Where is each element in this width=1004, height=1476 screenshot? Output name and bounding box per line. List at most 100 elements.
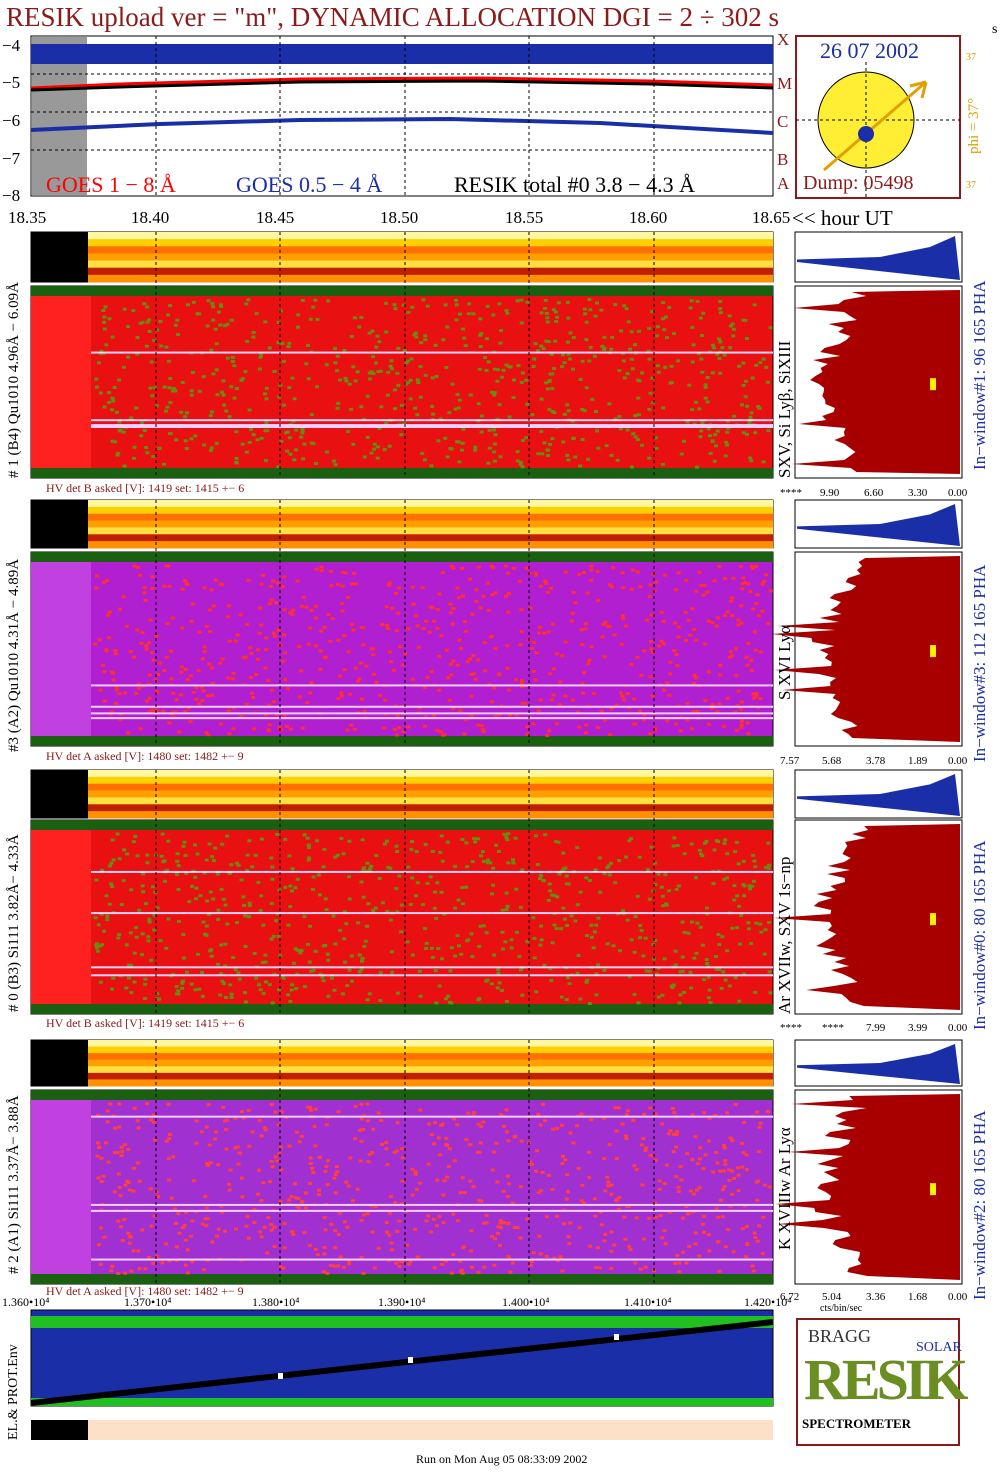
heatmap-speck: [105, 1109, 110, 1113]
heatmap-speck: [347, 875, 352, 879]
heatmap-speck: [406, 310, 411, 314]
heatmap-speck: [563, 570, 568, 574]
heatmap-speck: [633, 414, 638, 418]
heatmap-speck: [321, 979, 326, 983]
heatmap-speck: [116, 1219, 121, 1223]
heatmap-line: [88, 351, 773, 354]
heatmap-speck: [760, 582, 765, 586]
heatmap-speck: [519, 321, 524, 325]
heatmap-speck: [143, 977, 148, 981]
heatmap-speck: [269, 688, 274, 692]
heatmap-speck: [424, 619, 429, 623]
heatmap-speck: [420, 903, 425, 907]
heatmap-speck: [422, 724, 427, 728]
strip-band: [88, 232, 773, 240]
heatmap-speck: [675, 664, 680, 668]
heatmap-speck: [499, 1219, 504, 1223]
heatmap-speck: [239, 715, 244, 719]
heatmap-speck: [180, 986, 185, 990]
heatmap-speck: [494, 1141, 499, 1145]
heatmap-speck: [720, 346, 725, 350]
heatmap-speck: [193, 988, 198, 992]
heatmap-speck: [567, 982, 572, 986]
heatmap-speck: [311, 968, 316, 972]
heatmap-speck: [689, 727, 694, 731]
heatmap-speck: [461, 594, 466, 598]
heatmap-speck: [734, 840, 739, 844]
heatmap-speck: [394, 733, 399, 737]
heatmap-speck: [545, 316, 550, 320]
heatmap-speck: [315, 317, 320, 321]
heatmap-speck: [309, 441, 314, 445]
heatmap-speck: [392, 388, 397, 392]
heatmap-speck: [493, 433, 498, 437]
spectrum-profile: [771, 556, 960, 742]
heatmap-speck: [350, 582, 355, 586]
phi-bottom: 37: [966, 180, 976, 191]
heatmap-speck: [306, 377, 311, 381]
heatmap-speck: [556, 301, 561, 305]
heatmap-speck: [587, 298, 592, 302]
heatmap-speck: [410, 1167, 415, 1171]
heatmap-speck: [495, 368, 500, 372]
heatmap-speck: [565, 300, 570, 304]
heatmap-speck: [580, 359, 585, 363]
heatmap-speck: [512, 378, 517, 382]
heatmap-speck: [283, 885, 288, 889]
heatmap-speck: [448, 611, 453, 615]
heatmap-speck: [445, 840, 450, 844]
heatmap-speck: [470, 1265, 475, 1269]
heatmap-speck: [650, 650, 655, 654]
heatmap-speck: [111, 678, 116, 682]
goes-y-tick: −6: [2, 111, 21, 130]
heatmap-speck: [588, 879, 593, 883]
heatmap-speck: [343, 571, 348, 575]
heatmap-speck: [436, 688, 441, 692]
heatmap-speck: [518, 905, 523, 909]
heatmap-speck: [439, 890, 444, 894]
heatmap-speck: [451, 659, 456, 663]
heatmap-speck: [525, 732, 530, 736]
heatmap-speck: [700, 421, 705, 425]
strip-band: [88, 790, 773, 798]
heatmap-speck: [325, 1271, 330, 1275]
heatmap-speck: [589, 568, 594, 572]
heatmap-speck: [234, 430, 239, 434]
heatmap-speck: [479, 1124, 484, 1128]
heatmap-speck: [460, 1176, 465, 1180]
heatmap-speck: [577, 725, 582, 729]
heatmap-speck: [730, 654, 735, 658]
heatmap-speck: [589, 923, 594, 927]
heatmap-speck: [268, 585, 273, 589]
heatmap-speck: [379, 405, 384, 409]
heatmap-speck: [175, 859, 180, 863]
heatmap-speck: [151, 1261, 156, 1265]
heatmap-speck: [225, 356, 230, 360]
heatmap-speck: [470, 612, 475, 616]
heatmap-speck: [256, 657, 261, 661]
heatmap-speck: [451, 707, 456, 711]
heatmap-speck: [385, 839, 390, 843]
heatmap-speck: [132, 980, 137, 984]
heatmap-speck: [646, 868, 651, 872]
heatmap-speck: [224, 409, 229, 413]
heatmap-speck: [677, 1270, 682, 1274]
heatmap-speck: [189, 1234, 194, 1238]
heatmap-speck: [231, 956, 236, 960]
heatmap-speck: [362, 866, 367, 870]
pha-histogram: [797, 774, 960, 816]
heatmap-speck: [558, 927, 563, 931]
heatmap-speck: [395, 850, 400, 854]
heatmap-speck: [385, 1230, 390, 1234]
heatmap-speck: [204, 1162, 209, 1166]
heatmap-speck: [308, 1108, 313, 1112]
heatmap-speck: [586, 457, 591, 461]
heatmap-speck: [765, 380, 770, 384]
heatmap-speck: [472, 1111, 477, 1115]
heatmap-speck: [263, 960, 268, 964]
heatmap-speck: [578, 890, 583, 894]
heatmap-speck: [336, 1264, 341, 1268]
heatmap-speck: [99, 352, 104, 356]
strip-band: [88, 797, 773, 805]
heatmap-speck: [706, 670, 711, 674]
